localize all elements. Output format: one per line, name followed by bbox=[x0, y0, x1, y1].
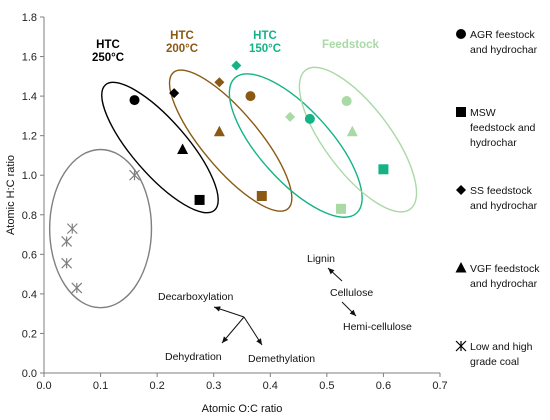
legend-item: SS feedstock and hydrochar bbox=[456, 185, 538, 212]
arrow-hemicellulose bbox=[341, 301, 357, 317]
x-tick-label: 0.0 bbox=[36, 380, 51, 392]
legend-label: MSW bbox=[470, 107, 496, 119]
data-point-circle bbox=[304, 113, 315, 124]
group-ellipse-0 bbox=[101, 81, 219, 214]
x-tick-label: 0.6 bbox=[376, 380, 391, 392]
group-label-line1: Feedstock bbox=[322, 39, 379, 51]
y-tick-label: 0.4 bbox=[22, 289, 37, 301]
group-ellipse-3 bbox=[298, 66, 418, 213]
group-ellipses bbox=[48, 66, 418, 309]
legend-label: feedstock and bbox=[470, 122, 536, 134]
x-tick-label: 0.1 bbox=[93, 380, 108, 392]
legend-label: VGF feedstock bbox=[470, 263, 540, 275]
y-tick-label: 1.2 bbox=[22, 131, 37, 143]
legend-item: AGR feestock and hydrochar bbox=[456, 29, 538, 56]
data-point-square bbox=[256, 190, 267, 201]
y-tick-label: 1.0 bbox=[22, 170, 37, 182]
data-point-diamond bbox=[214, 77, 225, 88]
y-tick-label: 0.6 bbox=[22, 249, 37, 261]
legend-label: and hydrochar bbox=[470, 200, 538, 212]
legend-item: Low and high grade coal bbox=[455, 340, 533, 368]
annotation-demethylation: Demethylation bbox=[248, 353, 315, 365]
axes: 0.0 0.1 0.2 0.3 0.4 0.5 0.6 0.7 0.0 0.2 0.4 0.6 0.8… bbox=[5, 12, 448, 415]
x-tick-label: 0.5 bbox=[319, 380, 334, 392]
legend-marker-diamond bbox=[456, 185, 466, 195]
y-tick-label: 0.8 bbox=[22, 210, 37, 222]
data-point-diamond bbox=[169, 88, 180, 99]
legend-label: and hydrochar bbox=[470, 278, 538, 290]
data-point-asterisk bbox=[66, 223, 78, 235]
legend-label: and hydrochar bbox=[470, 44, 538, 56]
legend-marker-circle bbox=[456, 29, 466, 39]
data-point-asterisk bbox=[61, 257, 73, 269]
data-point-diamond bbox=[231, 60, 242, 71]
data-point-triangle bbox=[177, 143, 189, 155]
reaction-arrows bbox=[213, 267, 357, 346]
legend-label: AGR feestock bbox=[470, 29, 536, 41]
annotation-decarboxylation: Decarboxylation bbox=[158, 291, 233, 303]
y-tick-label: 0.0 bbox=[22, 368, 37, 380]
x-tick-label: 0.4 bbox=[263, 380, 278, 392]
legend-marker-square bbox=[456, 107, 466, 117]
data-point-square bbox=[194, 194, 205, 205]
x-tick-label: 0.2 bbox=[149, 380, 164, 392]
annotations: Decarboxylation Dehydration Demethylatio… bbox=[158, 253, 412, 365]
y-tick-label: 1.6 bbox=[22, 52, 37, 64]
legend-marker-asterisk bbox=[455, 340, 467, 352]
data-point-asterisk bbox=[61, 236, 73, 247]
data-point-circle bbox=[341, 96, 352, 107]
legend-label: grade coal bbox=[470, 356, 519, 368]
group-label-line2: 150°C bbox=[249, 43, 281, 55]
legend-label: SS feedstock bbox=[470, 185, 533, 197]
data-point-circle bbox=[129, 95, 140, 106]
group-ellipse-2 bbox=[228, 73, 363, 218]
arrow-decarboxylation bbox=[213, 306, 245, 318]
data-point-triangle bbox=[213, 125, 225, 137]
arrow-dehydration bbox=[221, 316, 245, 344]
group-label-line1: HTC bbox=[96, 39, 120, 51]
data-point-diamond bbox=[285, 111, 296, 122]
legend-label: Low and high bbox=[470, 341, 533, 353]
legend-label: hydrochar bbox=[470, 137, 517, 149]
annotation-dehydration: Dehydration bbox=[165, 351, 222, 363]
x-axis-title: Atomic O:C ratio bbox=[202, 403, 283, 415]
group-label-line2: 250°C bbox=[92, 52, 124, 64]
y-tick-label: 1.8 bbox=[22, 12, 37, 24]
group-ellipse-1 bbox=[168, 69, 293, 212]
legend-marker-triangle bbox=[455, 262, 467, 273]
x-tick-label: 0.3 bbox=[206, 380, 221, 392]
x-ticks: 0.0 0.1 0.2 0.3 0.4 0.5 0.6 0.7 bbox=[36, 373, 448, 392]
data-point-asterisk bbox=[71, 282, 83, 294]
data-points bbox=[61, 60, 389, 294]
arrow-demethylation bbox=[243, 316, 263, 346]
data-point-square bbox=[336, 203, 346, 214]
y-tick-label: 1.4 bbox=[22, 91, 37, 103]
data-point-circle bbox=[245, 91, 256, 102]
y-axis-title: Atomic H:C ratio bbox=[5, 155, 17, 235]
group-label-line1: HTC bbox=[170, 30, 194, 42]
y-tick-label: 0.2 bbox=[22, 328, 37, 340]
data-point-triangle bbox=[346, 125, 358, 137]
legend-item: MSW feedstock and hydrochar bbox=[456, 107, 536, 149]
data-point-square bbox=[378, 164, 389, 175]
data-point-asterisk bbox=[129, 169, 140, 181]
arrow-lignin bbox=[327, 267, 343, 282]
x-tick-label: 0.7 bbox=[432, 380, 447, 392]
y-ticks: 0.0 0.2 0.4 0.6 0.8 1.0 1.2 1.4 1.6 1.8 bbox=[22, 12, 44, 380]
annotation-lignin: Lignin bbox=[307, 253, 335, 265]
group-label-line2: 200°C bbox=[166, 43, 198, 55]
group-ellipse-4 bbox=[48, 148, 153, 309]
group-label-line1: HTC bbox=[253, 30, 277, 42]
legend: AGR feestock and hydrochar MSW feedstock an… bbox=[455, 29, 540, 368]
annotation-hemicellulose: Hemi-cellulose bbox=[343, 321, 412, 333]
annotation-cellulose: Cellulose bbox=[330, 287, 373, 299]
legend-item: VGF feedstock and hydrochar bbox=[455, 262, 540, 290]
